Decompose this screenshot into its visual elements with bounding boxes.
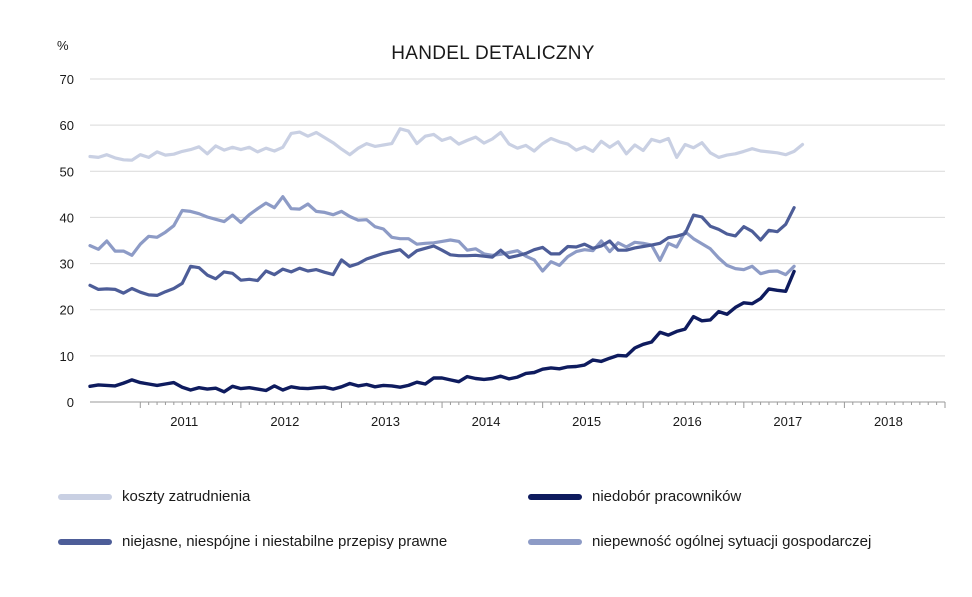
y-tick-label: 60 bbox=[60, 118, 74, 133]
x-tick-label: 2013 bbox=[371, 414, 400, 429]
y-tick-label: 10 bbox=[60, 349, 74, 364]
x-tick-label: 2016 bbox=[673, 414, 702, 429]
x-tick-label: 2014 bbox=[472, 414, 501, 429]
x-tick-label: 2018 bbox=[874, 414, 903, 429]
series-lines bbox=[88, 127, 805, 394]
x-axis-ticks: 2011 2012 2013 2014 2015 2016 2017 2018 bbox=[139, 402, 946, 429]
y-tick-label: 20 bbox=[60, 303, 74, 318]
y-tick-label: 50 bbox=[60, 164, 74, 179]
x-tick-label: 2012 bbox=[270, 414, 299, 429]
series-line-3 bbox=[88, 195, 796, 277]
series-line-2 bbox=[88, 206, 796, 297]
series-line-0 bbox=[88, 127, 805, 162]
y-tick-label: 40 bbox=[60, 210, 74, 225]
series-line-1 bbox=[88, 269, 796, 394]
chart-title: HANDEL DETALICZNY bbox=[391, 43, 595, 64]
gridlines bbox=[90, 78, 945, 403]
y-axis-unit-label: % bbox=[57, 38, 69, 53]
y-tick-label: 30 bbox=[60, 257, 74, 272]
x-tick-label: 2015 bbox=[572, 414, 601, 429]
x-tick-label: 2017 bbox=[773, 414, 802, 429]
y-axis-ticks: 0 10 20 30 40 50 60 70 bbox=[60, 72, 74, 410]
y-tick-label: 0 bbox=[67, 395, 74, 410]
y-tick-label: 70 bbox=[60, 72, 74, 87]
x-tick-label: 2011 bbox=[170, 414, 198, 429]
